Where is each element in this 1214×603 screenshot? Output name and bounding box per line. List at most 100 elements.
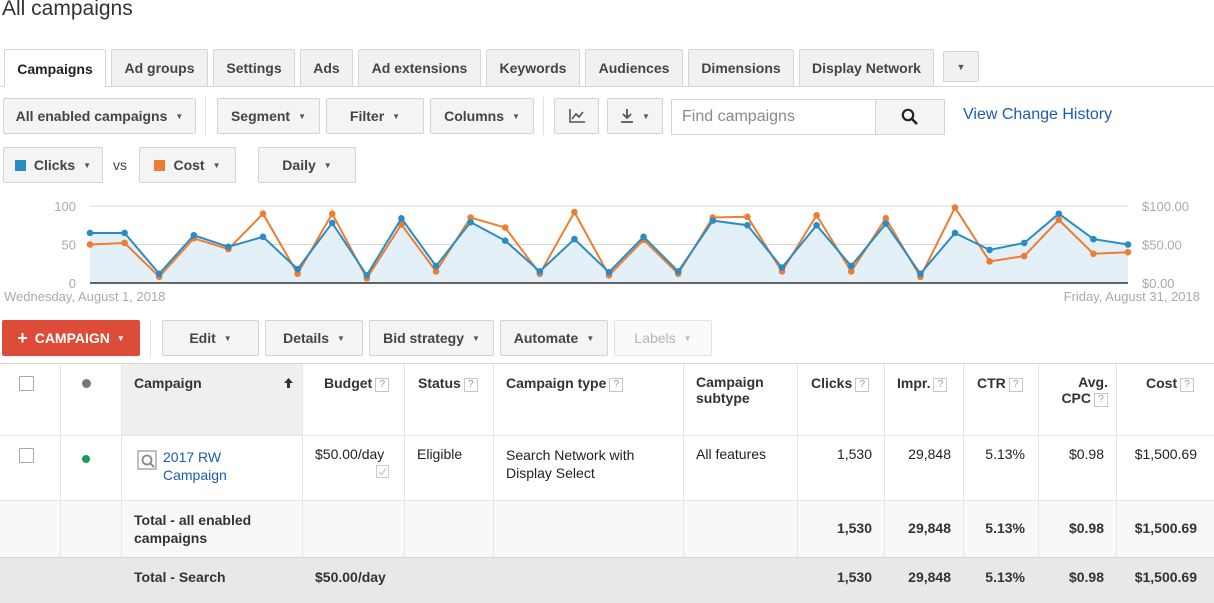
bid-strategy-button[interactable]: Bid strategy ▼ [369, 320, 494, 356]
tab-keywords[interactable]: Keywords [486, 49, 580, 86]
tab-ad-groups[interactable]: Ad groups [111, 49, 208, 86]
clicks-area [90, 213, 1128, 283]
columns-button[interactable]: Columns ▼ [430, 98, 534, 134]
tab-display-network[interactable]: Display Network [799, 49, 934, 86]
tab-ads[interactable]: Ads [300, 49, 353, 86]
campaign-type-value: Search Network with Display Select [506, 447, 635, 481]
left-axis-tick-label: 0 [69, 276, 76, 291]
page-title: All campaigns [2, 0, 133, 20]
clicks-point [398, 215, 405, 222]
chevron-down-icon: ▼ [223, 333, 232, 343]
metric1-label: Clicks [33, 157, 76, 173]
chevron-down-icon: ▼ [683, 333, 692, 343]
header-avg-cpc[interactable]: Avg. CPC? [1046, 374, 1108, 407]
view-change-history-link[interactable]: View Change History [963, 106, 1113, 123]
header-clicks-label: Clicks [811, 375, 853, 391]
clicks-point [328, 219, 336, 227]
labels-button[interactable]: Labels ▼ [614, 320, 712, 356]
details-button[interactable]: Details ▼ [265, 320, 363, 356]
left-axis-tick-label: 100 [54, 199, 76, 214]
header-ctr-label: CTR [977, 375, 1006, 391]
tab-campaigns[interactable]: Campaigns [4, 49, 106, 87]
help-icon[interactable]: ? [855, 378, 870, 392]
clicks-point [363, 272, 371, 279]
header-ctr[interactable]: CTR? [977, 375, 1023, 392]
tab-audiences[interactable]: Audiences [585, 49, 683, 86]
clicks-point [605, 268, 613, 276]
edit-label: Edit [189, 330, 216, 346]
total-enabled-clicks: 1,530 [836, 520, 872, 536]
help-icon[interactable]: ? [1094, 393, 1108, 407]
automate-button[interactable]: Automate ▼ [500, 320, 608, 356]
help-icon[interactable]: ? [375, 378, 390, 392]
total-search-row-bg [0, 557, 1214, 603]
segment-label: Segment [230, 108, 291, 124]
help-icon[interactable]: ? [1180, 378, 1195, 392]
campaigns-table: Campaign Budget? Status? Campaign type? … [0, 363, 1214, 603]
filter-button[interactable]: Filter ▼ [326, 98, 424, 134]
x-end-label: Friday, August 31, 2018 [1064, 289, 1200, 304]
total-enabled-cost: $1,500.69 [1134, 520, 1197, 536]
search-input[interactable] [671, 99, 876, 135]
row-divider [0, 500, 1214, 501]
row-divider [0, 557, 1214, 558]
cost-point [813, 211, 820, 219]
header-campaign-subtype[interactable]: Campaign subtype [696, 374, 764, 406]
granularity-dropdown[interactable]: Daily ▼ [258, 147, 356, 183]
tab-ad-extensions[interactable]: Ad extensions [358, 49, 481, 86]
tab-dimensions[interactable]: Dimensions [688, 49, 794, 86]
add-campaign-button[interactable]: + CAMPAIGN ▼ [2, 320, 140, 356]
total-search-ctr: 5.13% [985, 569, 1025, 585]
help-icon[interactable]: ? [933, 378, 948, 392]
header-budget[interactable]: Budget? [324, 375, 390, 392]
chevron-down-icon: ▼ [472, 333, 480, 343]
tab-settings[interactable]: Settings [213, 49, 295, 86]
clicks-point [951, 229, 959, 237]
help-icon[interactable]: ? [463, 378, 478, 392]
avg-cpc-value: $0.98 [1068, 446, 1104, 462]
campaign-name-link[interactable]: 2017 RW Campaign [163, 449, 227, 483]
sort-ascending-icon[interactable] [283, 377, 294, 389]
segment-button[interactable]: Segment ▼ [217, 98, 320, 134]
download-button[interactable]: ▼ [607, 98, 663, 134]
chevron-down-icon: ▼ [337, 333, 345, 343]
clicks-point [1020, 239, 1028, 247]
total-search-budget: $50.00/day [315, 569, 386, 585]
divider [150, 320, 151, 358]
search-button[interactable] [875, 99, 945, 135]
help-icon[interactable]: ? [609, 378, 624, 392]
metric2-label: Cost [173, 157, 205, 173]
more-tabs-button[interactable]: ▼ [943, 51, 979, 82]
column-divider [302, 364, 303, 557]
metric1-dropdown[interactable]: Clicks ▼ [3, 147, 103, 183]
status-column-dot-icon[interactable] [82, 379, 91, 388]
cost-point [501, 224, 509, 231]
header-campaign-type[interactable]: Campaign type? [506, 375, 624, 392]
help-icon[interactable]: ? [1008, 378, 1023, 392]
add-campaign-label: CAMPAIGN [34, 330, 110, 346]
header-campaign[interactable]: Campaign [134, 375, 202, 391]
campaign-filter-dropdown[interactable]: All enabled campaigns ▼ [3, 98, 196, 134]
impressions-value: 29,848 [908, 446, 951, 462]
labels-label: Labels [634, 330, 676, 346]
header-clicks[interactable]: Clicks? [811, 375, 870, 392]
select-all-checkbox[interactable] [19, 376, 34, 391]
clicks-point [744, 221, 751, 229]
header-status[interactable]: Status? [418, 375, 478, 392]
row-checkbox[interactable] [19, 448, 34, 463]
status-enabled-dot-icon[interactable] [82, 455, 90, 463]
columns-label: Columns [444, 108, 504, 124]
toggle-chart-button[interactable] [554, 98, 599, 134]
header-cost[interactable]: Cost? [1146, 375, 1195, 392]
column-divider [1116, 364, 1117, 557]
clicks-point [155, 270, 163, 278]
header-budget-label: Budget [324, 375, 373, 391]
metric2-dropdown[interactable]: Cost ▼ [139, 147, 236, 183]
edit-button[interactable]: Edit ▼ [162, 320, 259, 356]
edit-budget-icon[interactable] [376, 465, 389, 478]
column-divider [884, 364, 885, 557]
chevron-down-icon: ▼ [175, 111, 184, 121]
column-divider [683, 364, 684, 557]
header-impressions[interactable]: Impr.? [897, 375, 948, 392]
clicks-point [259, 233, 267, 241]
